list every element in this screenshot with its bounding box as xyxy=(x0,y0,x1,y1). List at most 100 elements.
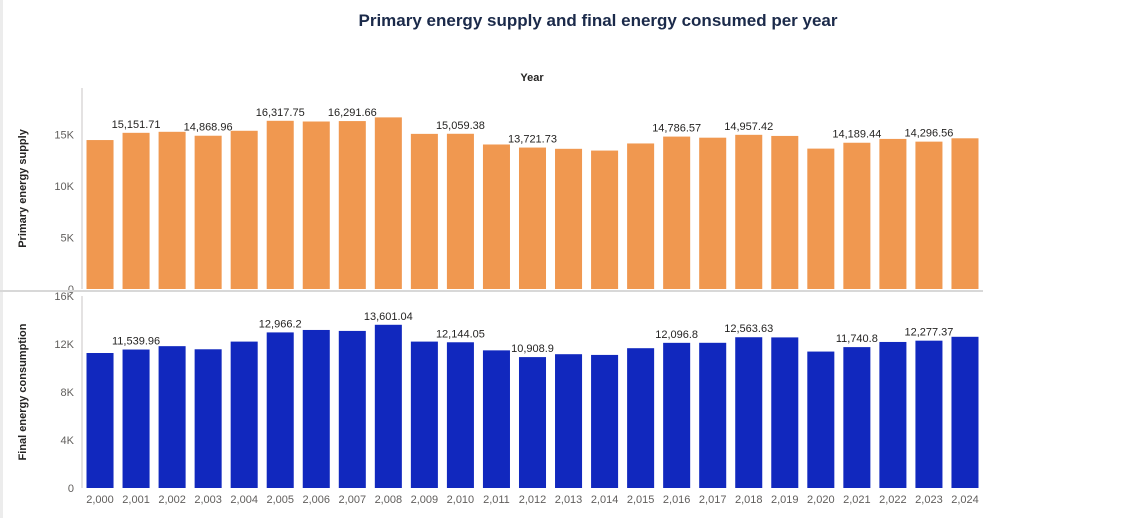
x-tick-label: 2,015 xyxy=(627,494,655,506)
panel-2-bar xyxy=(879,341,907,488)
panel-2-data-label: 10,908.9 xyxy=(511,343,554,355)
x-tick-label: 2,018 xyxy=(735,494,763,506)
panel-1-bar xyxy=(807,148,835,289)
panel-2-y-tick-label: 8K xyxy=(61,387,75,399)
panel-2-bar xyxy=(663,342,691,488)
panel-1-bar xyxy=(122,132,150,289)
panel-1-bar xyxy=(555,148,583,289)
panel-2-y-tick-label: 12K xyxy=(54,339,74,351)
x-tick-label: 2,016 xyxy=(663,494,691,506)
panel-1-y-axis-title: Primary energy supply xyxy=(17,128,29,247)
panel-2-bar xyxy=(843,347,871,488)
panel-1-bar xyxy=(915,141,943,289)
panel-1-bar xyxy=(663,136,691,289)
panel-1-y-tick-label: 15K xyxy=(54,129,74,141)
x-axis-title: Year xyxy=(520,72,544,84)
panel-1-bar xyxy=(158,131,186,289)
x-tick-label: 2,010 xyxy=(447,494,475,506)
panel-2-bar xyxy=(410,341,438,488)
x-tick-label: 2,021 xyxy=(843,494,871,506)
panel-2-bar xyxy=(302,329,330,488)
panel-1-bar xyxy=(627,143,655,289)
x-tick-label: 2,014 xyxy=(591,494,619,506)
panel-2-bar xyxy=(699,342,727,488)
panel-2-bar xyxy=(194,349,222,488)
panel-2-bar xyxy=(374,324,402,488)
panel-2-data-label: 12,096.8 xyxy=(655,329,698,341)
chart-title: Primary energy supply and final energy c… xyxy=(358,11,838,30)
panel-1-data-label: 14,868.96 xyxy=(184,122,233,134)
panel-2-data-label: 11,539.96 xyxy=(112,336,160,348)
panel-2-bar xyxy=(807,351,835,488)
panel-2-bar xyxy=(591,354,619,488)
panel-2-bar xyxy=(266,332,294,488)
panel-1-bar xyxy=(482,144,510,289)
panel-2-bar xyxy=(158,346,186,488)
panel-1-bar xyxy=(374,117,402,289)
panel-2-bar xyxy=(627,348,655,488)
panel-1-data-label: 16,291.66 xyxy=(328,107,377,119)
panel-2-y-tick-label: 16K xyxy=(54,291,74,303)
panel-2-bar xyxy=(915,340,943,488)
panel-1-data-label: 15,059.38 xyxy=(436,120,485,132)
panel-1-bar xyxy=(410,133,438,289)
panel-1-data-label: 13,721.73 xyxy=(508,134,557,146)
panel-1-bar xyxy=(194,135,222,289)
left-edge-divider xyxy=(0,0,3,518)
panel-1-data-label: 14,189.44 xyxy=(832,129,881,141)
x-tick-label: 2,011 xyxy=(483,494,510,506)
x-tick-label: 2,003 xyxy=(194,494,222,506)
panel-1-data-label: 15,151.71 xyxy=(112,119,161,131)
x-tick-label: 2,001 xyxy=(122,494,150,506)
panel-2-bar xyxy=(555,354,583,488)
panel-1-bar xyxy=(591,150,619,289)
panel-1-bar xyxy=(302,121,330,289)
x-tick-label: 2,002 xyxy=(158,494,186,506)
panel-1-bar xyxy=(446,133,474,289)
panel-2-y-tick-label: 0 xyxy=(68,483,74,495)
panel-1-data-label: 16,317.75 xyxy=(256,107,305,119)
panel-2-y-tick-label: 4K xyxy=(61,435,75,447)
panel-1-bar xyxy=(843,142,871,289)
panel-2-bar xyxy=(446,342,474,488)
panel-2-bar xyxy=(951,336,979,488)
x-tick-label: 2,020 xyxy=(807,494,835,506)
x-tick-label: 2,007 xyxy=(339,494,367,506)
panel-1-data-label: 14,296.56 xyxy=(904,128,953,140)
panel-2-bar xyxy=(86,353,114,488)
x-tick-label: 2,008 xyxy=(375,494,403,506)
x-tick-label: 2,019 xyxy=(771,494,799,506)
panel-2-bar xyxy=(518,357,547,488)
panel-2-data-label: 11,740.8 xyxy=(836,333,878,345)
panel-2-bar xyxy=(771,337,799,488)
panel-1-bar xyxy=(266,120,294,289)
x-tick-label: 2,005 xyxy=(266,494,294,506)
panel-1-bar xyxy=(735,134,763,289)
panel-1-bar xyxy=(518,147,547,289)
panel-2-data-label: 13,601.04 xyxy=(364,311,413,323)
panel-2-bar xyxy=(482,350,510,488)
panel-2-data-label: 12,563.63 xyxy=(724,323,773,335)
panel-1-bar xyxy=(86,140,114,289)
panel-2-bar xyxy=(230,341,258,488)
panel-2-bar xyxy=(122,349,150,488)
x-tick-label: 2,000 xyxy=(86,494,114,506)
panel-1-bar xyxy=(879,138,907,289)
panel-1-data-label: 14,786.57 xyxy=(652,123,701,135)
x-tick-label: 2,012 xyxy=(519,494,547,506)
panel-2-y-axis-title: Final energy consumption xyxy=(17,323,29,460)
x-tick-label: 2,017 xyxy=(699,494,727,506)
panel-1-bar xyxy=(771,135,799,289)
panel-1-bar xyxy=(338,121,366,289)
panel-2-bar xyxy=(338,330,366,488)
panel-1-y-tick-label: 10K xyxy=(54,181,74,193)
x-tick-label: 2,013 xyxy=(555,494,583,506)
panel-1-bar xyxy=(230,130,258,289)
panel-2-data-label: 12,966.2 xyxy=(259,318,302,330)
x-tick-label: 2,006 xyxy=(302,494,330,506)
panel-2-data-label: 12,277.37 xyxy=(904,327,953,339)
panel-1-bar xyxy=(699,137,727,289)
x-tick-label: 2,022 xyxy=(879,494,907,506)
